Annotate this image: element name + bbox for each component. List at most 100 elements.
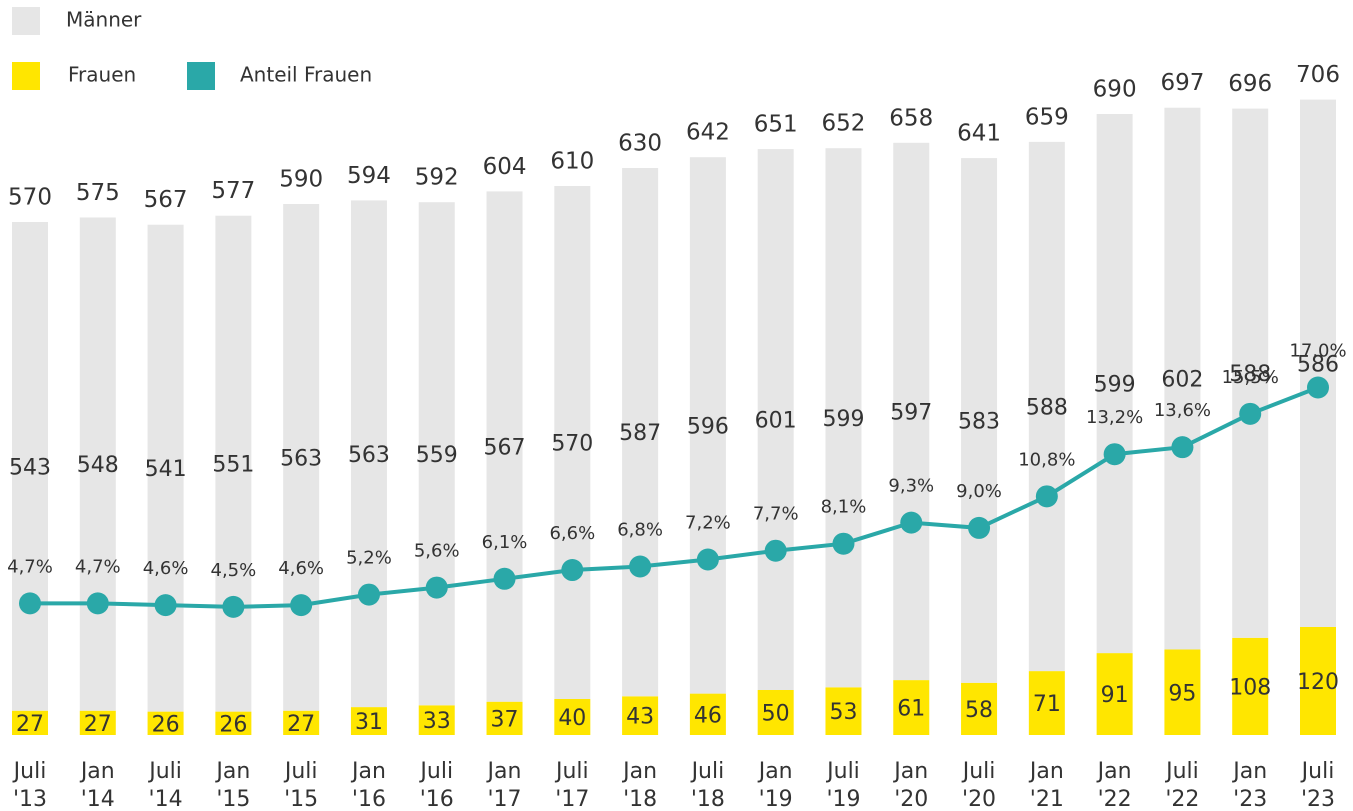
x-tick-label: Jan '16 [351,759,386,811]
x-tick-label: Juli '23 [1300,759,1336,811]
total-label: 630 [618,131,662,157]
percent-label: 7,2% [685,513,731,534]
bar-segment [147,711,184,735]
x-tick-label: Jan '22 [1097,759,1132,811]
segment-label: 46 [694,703,722,728]
percent-label: 4,6% [278,558,324,579]
bar-segment [622,696,659,735]
bar-segment [350,200,387,708]
bar-segment [961,158,998,683]
percent-label: 15,5% [1222,367,1279,388]
line-point [1239,402,1262,425]
segment-label: 27 [84,712,112,737]
segment-label: 91 [1101,683,1129,708]
percent-label: 5,6% [414,541,460,562]
total-label: 594 [347,163,391,189]
total-label: 706 [1296,62,1340,88]
percent-label: 17,0% [1289,341,1346,362]
bar-segment [283,710,320,735]
segment-label: 586 [1297,352,1339,377]
line-point [696,548,719,571]
percent-label: 10,8% [1018,449,1075,470]
total-label: 641 [957,121,1001,147]
line-point [290,594,313,617]
line-point [1035,485,1058,508]
x-tick-label: Jan '19 [758,759,793,811]
segment-label: 596 [687,414,729,439]
legend-swatch [12,62,40,90]
bar-segment [689,693,726,735]
bar-segment [350,707,387,735]
segment-label: 27 [287,712,315,737]
total-label: 604 [483,154,527,180]
percent-label: 8,1% [821,497,867,518]
bar-segment [1164,107,1201,650]
legend-swatch [12,7,40,35]
bar-segment [486,191,523,702]
segment-label: 43 [626,705,654,730]
segment-label: 58 [965,698,993,723]
total-label: 577 [211,178,255,204]
total-label: 651 [754,112,798,138]
segment-label: 567 [484,436,526,461]
bar-segment [825,687,862,735]
percent-label: 4,5% [211,560,257,581]
total-label: 658 [889,105,933,131]
bar-segment [961,682,998,735]
bar-segment [1096,114,1133,654]
segment-label: 559 [416,443,458,468]
legend-label: Männer [66,8,142,32]
x-tick-label: Juli '19 [826,759,861,811]
x-tick-label: Jan '17 [487,759,522,811]
percent-label: 13,2% [1086,407,1143,428]
x-tick-label: Juli '13 [12,759,48,811]
percent-label: 5,2% [346,548,392,569]
percent-label: 4,7% [75,556,121,577]
segment-label: 40 [558,706,586,731]
segment-label: 599 [822,407,864,432]
bar-segment [79,217,116,711]
bar-segment [1164,649,1201,735]
percent-label: 7,7% [753,504,799,525]
bar-segment [1028,671,1065,735]
x-tick-label: Juli '17 [555,759,590,811]
segment-label: 570 [551,432,593,457]
line-point [764,539,787,562]
bar-segment [418,705,455,735]
bar-segment [1096,653,1133,735]
bar-segment [825,148,862,688]
segment-label: 26 [219,712,247,737]
segment-label: 601 [755,409,797,434]
x-tick-label: Jan '21 [1029,759,1064,811]
bar-segment [418,202,455,706]
segment-label: 563 [280,446,322,471]
segment-label: 108 [1229,675,1271,700]
segment-label: 548 [77,453,119,478]
segment-label: 120 [1297,670,1339,695]
percent-label: 9,3% [888,476,934,497]
x-tick-label: Jan '20 [894,759,929,811]
bar-segment [486,701,523,735]
x-tick-label: Juli '14 [148,759,183,811]
bar-segment [893,680,930,735]
total-label: 575 [76,180,120,206]
total-label: 610 [550,149,594,175]
line-point [1307,376,1329,399]
bar-segment [12,710,48,735]
line-point [832,532,855,555]
percent-label: 4,6% [143,558,189,579]
total-label: 642 [686,120,730,146]
line-point [493,567,516,590]
bar-segment [147,224,184,712]
x-tick-label: Juli '20 [962,759,997,811]
line-point [19,592,41,615]
segment-label: 33 [423,709,451,734]
bar-segment [554,186,591,699]
segment-label: 563 [348,443,390,468]
x-tick-label: Juli '16 [419,759,454,811]
line-point [561,559,584,582]
total-label: 697 [1160,70,1204,96]
bar-segment [215,215,252,712]
line-point [222,595,245,618]
